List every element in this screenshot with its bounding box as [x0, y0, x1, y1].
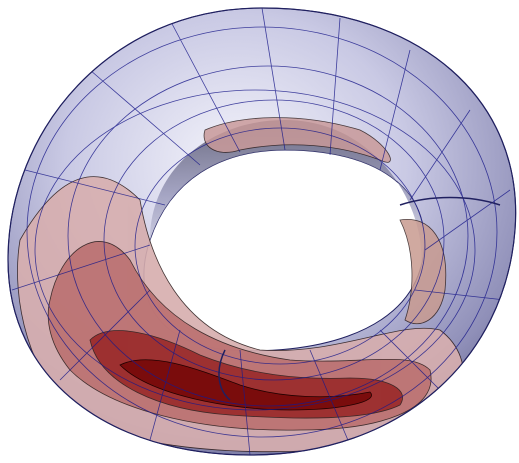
outline: [7, 7, 517, 456]
mesh-line: [67, 65, 469, 407]
inner-wall: [150, 120, 425, 270]
mesh: [11, 8, 511, 455]
mesh-line: [103, 99, 445, 381]
surface-detail: [11, 8, 511, 455]
seam: [218, 349, 231, 401]
contour-right: [399, 218, 447, 325]
mesh-line: [26, 26, 498, 438]
contour-high: [89, 330, 403, 419]
mesh-line: [11, 8, 511, 455]
contour-peak: [119, 359, 372, 411]
seam: [399, 196, 501, 206]
mesh-line: [34, 89, 476, 411]
mesh-line: [134, 127, 426, 365]
